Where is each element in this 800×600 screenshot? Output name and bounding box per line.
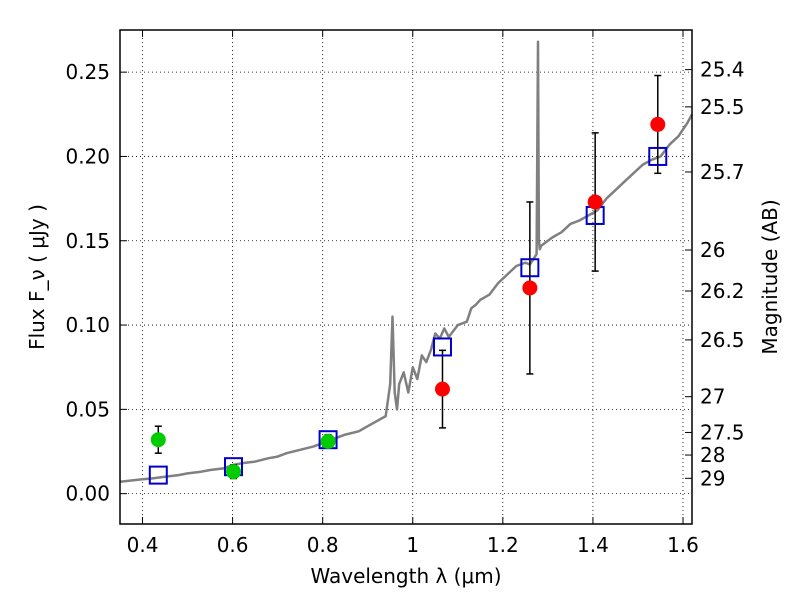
- x-tick-label: 1.4: [577, 533, 609, 557]
- data-point: [522, 280, 538, 296]
- y-tick-label: 0.05: [65, 397, 110, 421]
- spectrum-series: [119, 40, 694, 484]
- model-square-marker: [520, 258, 540, 278]
- x-tick-label: 0.8: [307, 533, 339, 557]
- right-tick-label: 26.2: [700, 279, 745, 303]
- right-tick-label: 28: [700, 443, 725, 467]
- right-tick-label: 25.7: [700, 160, 745, 184]
- y-axis-label: Flux F_ν ( μJy ): [25, 204, 49, 350]
- y-tick-label: 0.20: [65, 144, 110, 168]
- error-bars: [154, 74, 662, 480]
- model-square-marker: [648, 146, 668, 166]
- y-tick-label: 0.25: [65, 60, 110, 84]
- data-point: [320, 433, 336, 449]
- data-point: [434, 381, 450, 397]
- y-tick-label: 0.00: [65, 482, 110, 506]
- data-point: [587, 194, 603, 210]
- axes: 0.4 0.6 0.8 1 1.2 1.4 1.6 0.00 0.05 0.10 0.15 0.20 0…: [65, 30, 745, 557]
- right-tick-label: 29: [700, 466, 725, 490]
- right-tick-label: 26.5: [700, 328, 745, 352]
- markers: [148, 116, 668, 485]
- right-tick-label: 27.5: [700, 420, 745, 444]
- spectrum-line: [119, 40, 694, 484]
- model-square-marker: [148, 465, 168, 485]
- x-tick-label: 0.6: [217, 533, 249, 557]
- x-tick-label: 0.4: [127, 533, 159, 557]
- x-tick-label: 1: [406, 533, 419, 557]
- data-point: [650, 116, 666, 132]
- right-tick-label: 26: [700, 238, 725, 262]
- plot-frame: [119, 29, 693, 525]
- grid: [120, 30, 692, 524]
- data-point: [225, 464, 241, 480]
- y-axis-label-right: Magnitude (AB): [758, 199, 782, 354]
- x-axis-label: Wavelength λ (μm): [310, 564, 501, 588]
- x-tick-label: 1.2: [487, 533, 519, 557]
- data-point: [150, 432, 166, 448]
- x-tick-label: 1.6: [667, 533, 699, 557]
- model-square-marker: [432, 337, 452, 357]
- right-tick-label: 27: [700, 385, 725, 409]
- y-tick-label: 0.10: [65, 313, 110, 337]
- right-tick-label: 25.4: [700, 58, 745, 82]
- y-tick-label: 0.15: [65, 229, 110, 253]
- right-tick-label: 25.5: [700, 95, 745, 119]
